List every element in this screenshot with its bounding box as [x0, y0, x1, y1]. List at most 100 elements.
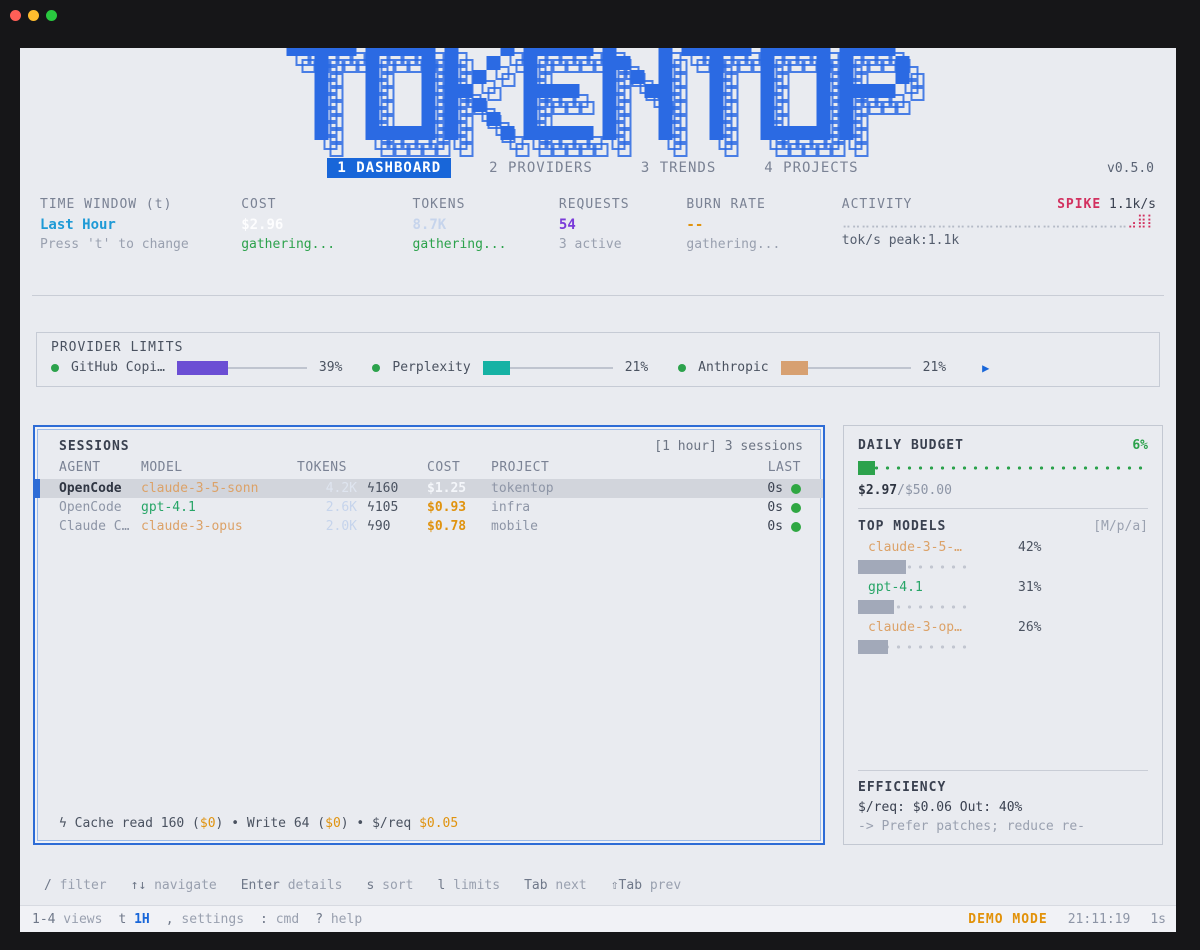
session-project: mobile: [491, 519, 538, 534]
spike-indicator: SPIKE 1.1k/s: [1057, 197, 1156, 212]
status-key: ?: [315, 911, 324, 927]
session-row[interactable]: OpenCode claude-3-5-sonn 4.2K ϟ160 $1.25 toke…: [35, 479, 823, 498]
top-model-bar: [858, 600, 973, 614]
tokens-status: gathering...: [412, 237, 507, 252]
session-tokens: 2.0K: [325, 519, 357, 534]
sparkline-spike-segment: ⣠⣿⡇: [1127, 214, 1156, 229]
tab-providers[interactable]: 2 PROVIDERS: [489, 160, 593, 176]
provider-limit-bar-fill: [176, 360, 228, 375]
provider-name: GitHub Copi…: [71, 360, 165, 375]
daily-budget-percent: 6%: [1132, 438, 1148, 453]
status-label: settings: [173, 911, 245, 927]
daily-budget-bar-fill: [858, 461, 876, 475]
session-row[interactable]: Claude C… claude-3-opus 2.0K ϟ90 $0.78 mobile…: [35, 517, 823, 536]
stat-activity: ACTIVITY SPIKE 1.1k/s ⣀⣀⣀⣀⣀⣀⣀⣀⣀⣀⣀⣀⣀⣀⣀⣀⣀⣀…: [842, 197, 1156, 252]
daily-budget-bar: [858, 461, 1148, 475]
help-item-next: Tab next: [524, 878, 587, 893]
session-active-icon: [791, 502, 801, 513]
top-model-percent: 31%: [1018, 580, 1042, 595]
status-bar-right: DEMO MODE 21:11:19 1s: [968, 912, 1166, 927]
stat-label: REQUESTS: [558, 197, 630, 212]
close-window-icon[interactable]: [10, 10, 21, 21]
provider-item[interactable]: Anthropic 21%: [678, 360, 946, 375]
help-label: filter: [51, 878, 107, 893]
provider-limit-bar: [780, 360, 911, 375]
tab-projects[interactable]: 4 PROJECTS: [764, 160, 859, 176]
tokentop-app: 1 DASHBOARD 2 PROVIDERS 3 TRENDS 4 PROJECTS…: [20, 48, 1176, 932]
app-version: v0.5.0: [1107, 161, 1154, 176]
help-item-navigate: ↑↓ navigate: [131, 878, 217, 893]
session-row[interactable]: OpenCode gpt-4.1 2.6K ϟ105 $0.93 infra 0s: [35, 498, 823, 517]
zoom-window-icon[interactable]: [46, 10, 57, 21]
help-key: Enter: [240, 878, 280, 893]
col-last[interactable]: LAST: [767, 460, 801, 475]
stat-label: BURN RATE: [686, 197, 766, 212]
top-model-bar-fill: [858, 560, 907, 574]
top-model-bar-fill: [858, 640, 888, 654]
window-controls[interactable]: [10, 10, 57, 21]
top-model-item[interactable]: gpt-4.1 31%: [858, 580, 1148, 614]
provider-item[interactable]: Perplexity 21%: [372, 360, 648, 375]
help-item-sort: s sort: [367, 878, 414, 893]
stat-burn-rate: BURN RATE -- gathering...: [686, 197, 841, 252]
col-tokens[interactable]: TOKENS: [297, 460, 347, 475]
top-model-name: claude-3-5-…: [868, 540, 962, 555]
session-cost: $1.25: [427, 481, 467, 496]
provider-limits-panel: PROVIDER LIMITS GitHub Copi… 39% Perplexit…: [36, 332, 1160, 387]
help-label: navigate: [146, 878, 217, 893]
session-requests: ϟ160: [367, 481, 399, 496]
session-last: 0s: [767, 500, 783, 515]
top-model-name: claude-3-op…: [868, 620, 962, 635]
provider-limit-bar-fill: [780, 360, 808, 375]
help-key: ⇧Tab: [610, 878, 643, 893]
top-model-percent: 42%: [1018, 540, 1042, 555]
requests-active: 3 active: [558, 237, 622, 252]
time-window-value: Last Hour: [40, 217, 116, 233]
stat-tokens: TOKENS 8.7K gathering...: [413, 197, 559, 252]
more-providers-icon[interactable]: ▶: [982, 360, 990, 375]
minimize-window-icon[interactable]: [28, 10, 39, 21]
help-item-filter: / filter: [44, 878, 107, 893]
col-project[interactable]: PROJECT: [491, 460, 550, 475]
provider-limits-list: GitHub Copi… 39% Perplexity 21% Anthropic 21%…: [51, 360, 1145, 375]
provider-status-icon: [51, 363, 59, 372]
daily-budget-title: DAILY BUDGET: [858, 438, 964, 453]
session-requests: ϟ90: [367, 519, 391, 534]
sessions-table-body: OpenCode claude-3-5-sonn 4.2K ϟ160 $1.25 toke…: [35, 479, 823, 536]
help-key: l: [437, 878, 446, 893]
tab-trends[interactable]: 3 TRENDS: [640, 160, 717, 176]
session-status: [783, 521, 809, 532]
provider-name: Perplexity: [392, 360, 471, 375]
tokentop-logo: [286, 48, 910, 142]
top-models-meta: [M/p/a]: [1093, 519, 1148, 534]
sidebar-divider: [858, 508, 1148, 509]
status-key: 1-4: [32, 911, 56, 927]
col-model[interactable]: MODEL: [141, 460, 183, 475]
help-key: s: [366, 878, 375, 893]
stat-label: TIME WINDOW (t): [40, 197, 173, 212]
efficiency-title: EFFICIENCY: [858, 780, 947, 795]
help-key: ↑↓: [130, 878, 147, 893]
clock: 21:11:19: [1067, 911, 1131, 927]
top-model-bar: [858, 640, 973, 654]
col-agent[interactable]: AGENT: [59, 460, 101, 475]
session-cost: $0.78: [427, 519, 467, 534]
top-model-bar: [858, 560, 973, 574]
session-model: claude-3-5-sonn: [141, 481, 259, 496]
cost-value: $2.96: [241, 217, 284, 233]
sessions-table-header: AGENT MODEL TOKENS COST PROJECT LAST: [35, 458, 823, 477]
top-model-name: gpt-4.1: [868, 580, 923, 595]
tab-dashboard[interactable]: 1 DASHBOARD: [327, 158, 452, 178]
status-label: help: [323, 911, 363, 927]
help-key: Tab: [524, 878, 548, 893]
top-model-item[interactable]: claude-3-5-… 42%: [858, 540, 1148, 574]
provider-item[interactable]: GitHub Copi… 39%: [51, 360, 342, 375]
burn-rate-value: --: [686, 217, 704, 233]
efficiency-section: EFFICIENCY $/req: $0.06 Out: 40% -> Pref…: [858, 770, 1148, 834]
sessions-meta: [1 hour] 3 sessions: [654, 439, 803, 454]
status-item-settings: , settings: [166, 912, 244, 927]
col-cost[interactable]: COST: [427, 460, 461, 475]
status-key: :: [260, 911, 268, 927]
session-status: [783, 502, 809, 513]
top-model-item[interactable]: claude-3-op… 26%: [858, 620, 1148, 654]
